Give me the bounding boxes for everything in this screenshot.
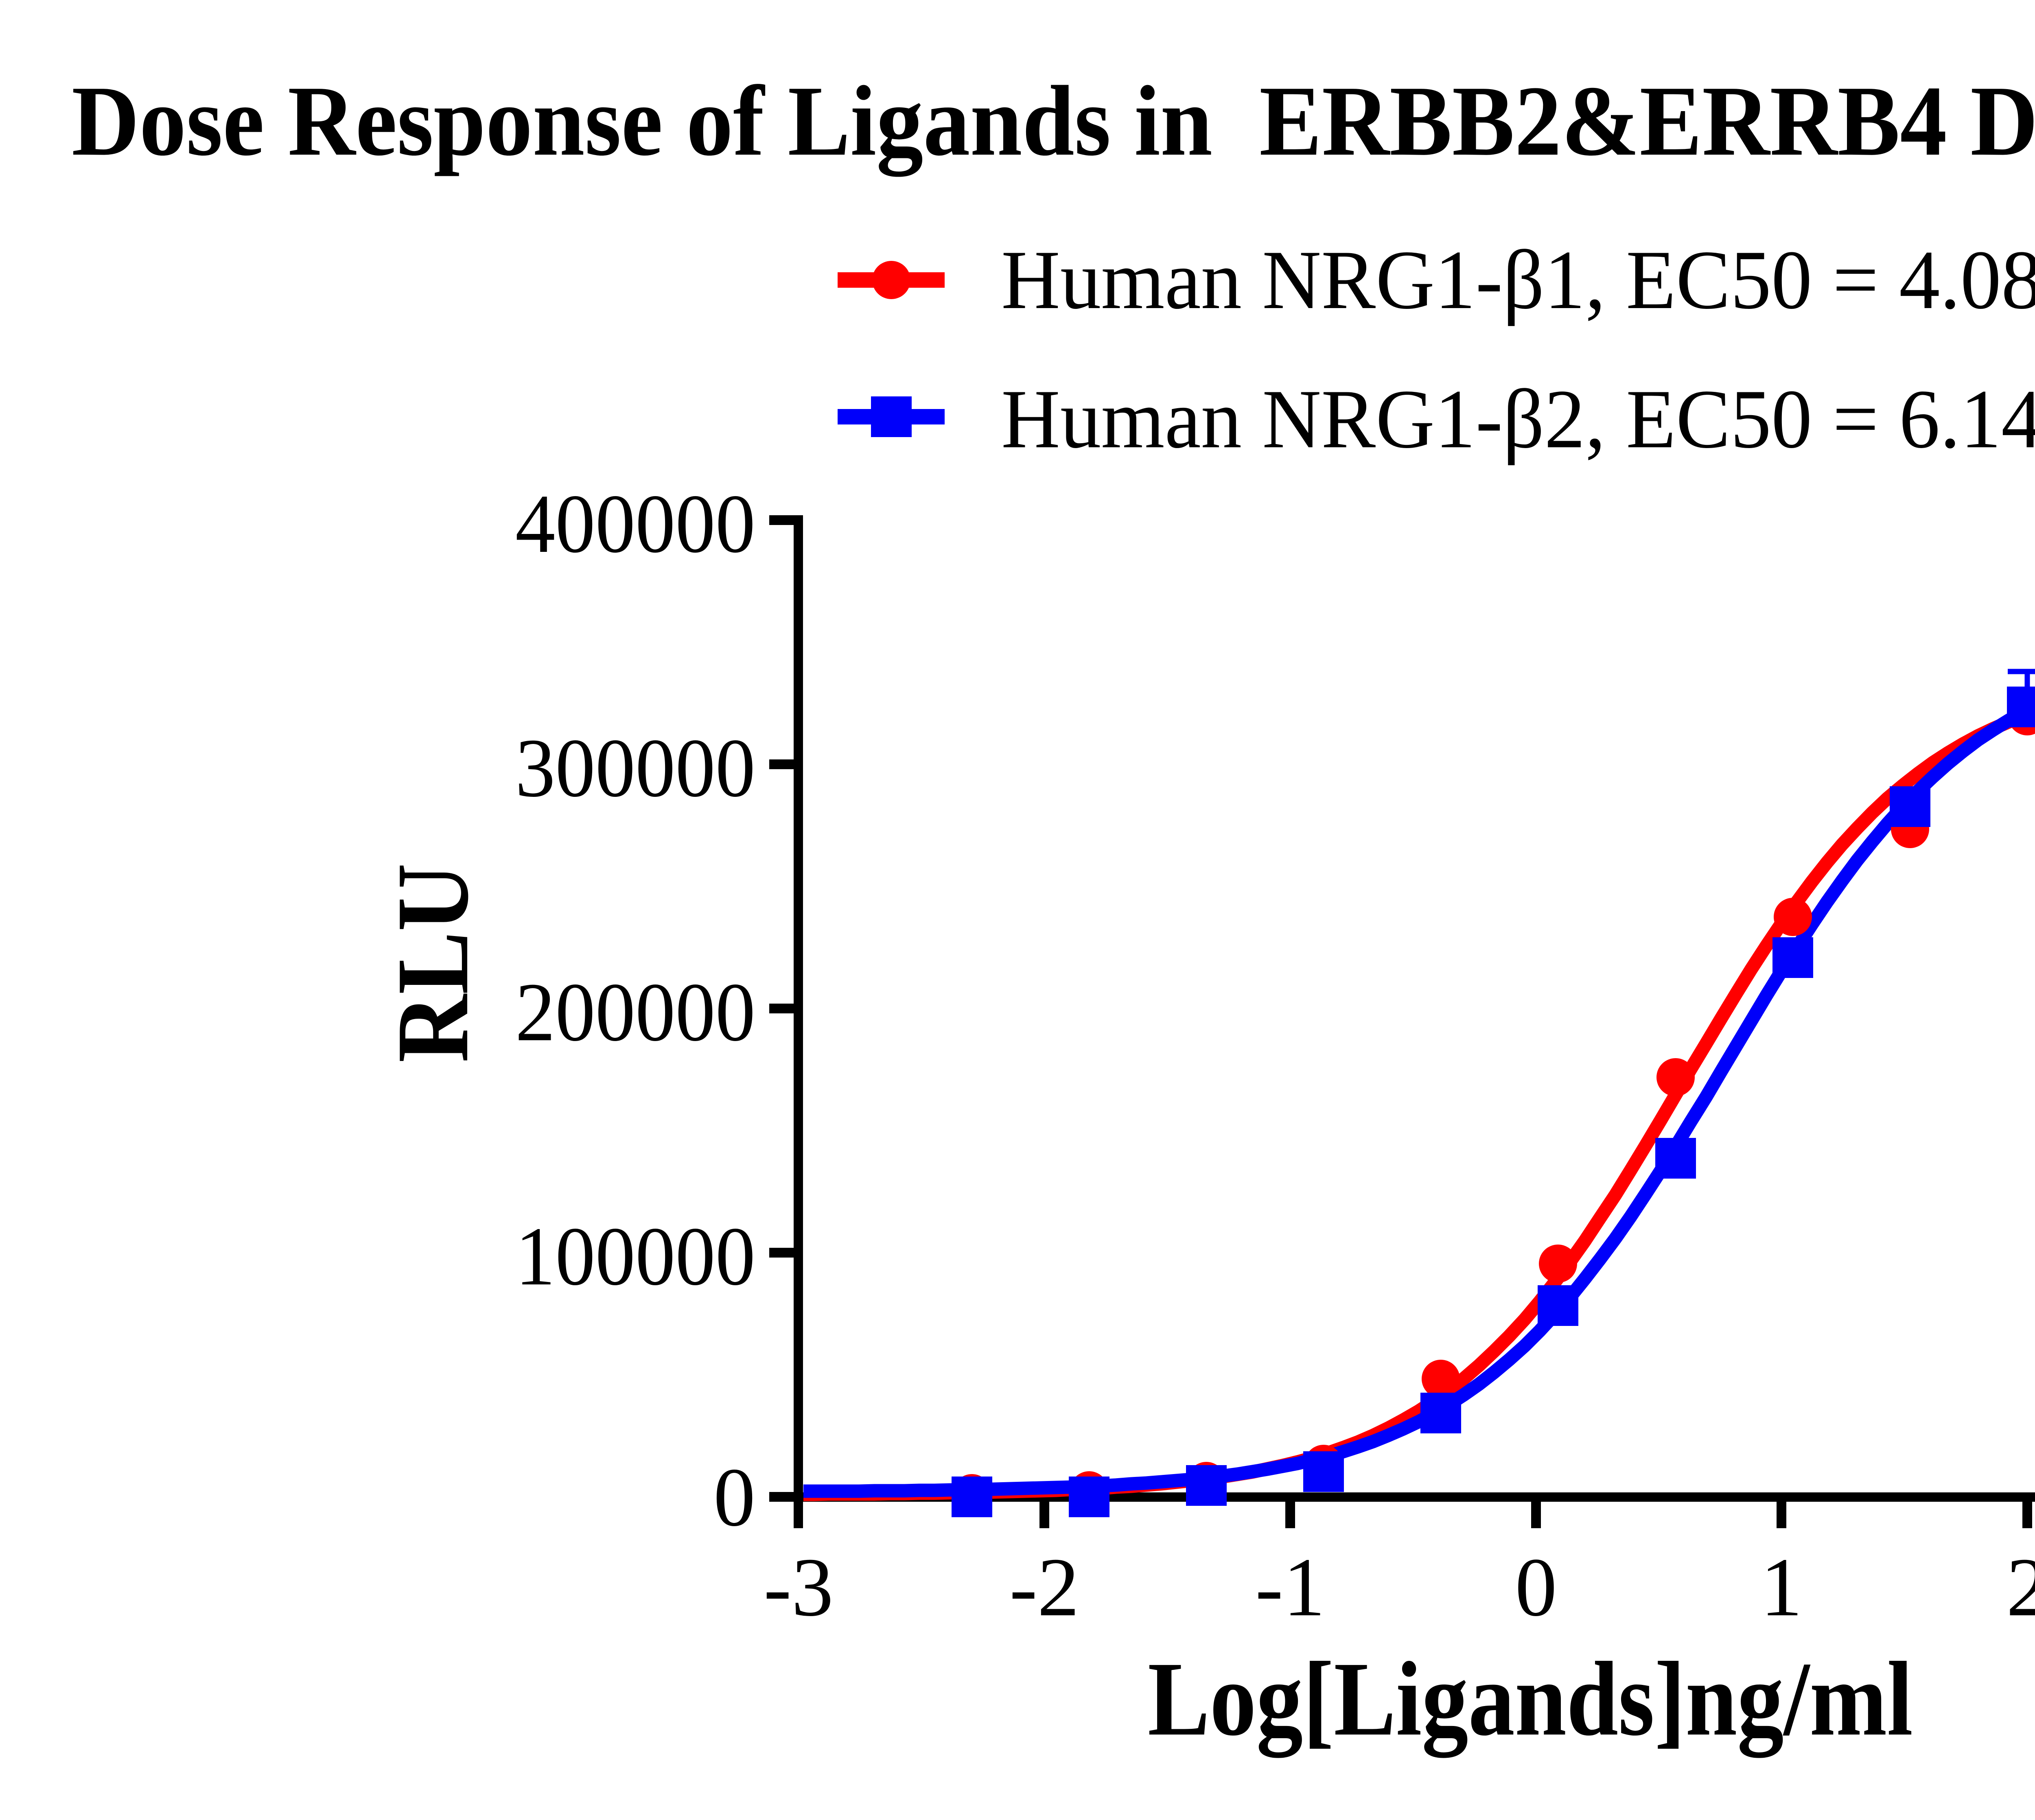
svg-text:-2: -2 — [1009, 1540, 1079, 1634]
svg-text:300000: 300000 — [515, 721, 755, 814]
svg-text:Log[Ligands]ng/ml: Log[Ligands]ng/ml — [1148, 1640, 1913, 1759]
svg-text:-3: -3 — [764, 1540, 834, 1634]
svg-text:400000: 400000 — [515, 477, 755, 570]
svg-text:1: 1 — [1761, 1540, 1803, 1634]
svg-text:-1: -1 — [1255, 1540, 1325, 1634]
svg-text:100000: 100000 — [515, 1210, 755, 1303]
svg-text:0: 0 — [713, 1450, 755, 1544]
svg-text:2: 2 — [2007, 1540, 2035, 1634]
svg-text:Dose Response of Ligands in E: Dose Response of Ligands in ERBB2&ERRB4 … — [72, 66, 2035, 177]
svg-text:Human NRG1-β1, EC50 = 4.08 ng/: Human NRG1-β1, EC50 = 4.08 ng/ml — [1001, 233, 2035, 326]
svg-text:Human NRG1-β2, EC50 = 6.14 ng/: Human NRG1-β2, EC50 = 6.14 ng/ml — [1001, 372, 2035, 466]
svg-text:0: 0 — [1515, 1540, 1557, 1634]
svg-text:200000: 200000 — [515, 965, 755, 1059]
svg-text:RLU: RLU — [376, 863, 490, 1063]
